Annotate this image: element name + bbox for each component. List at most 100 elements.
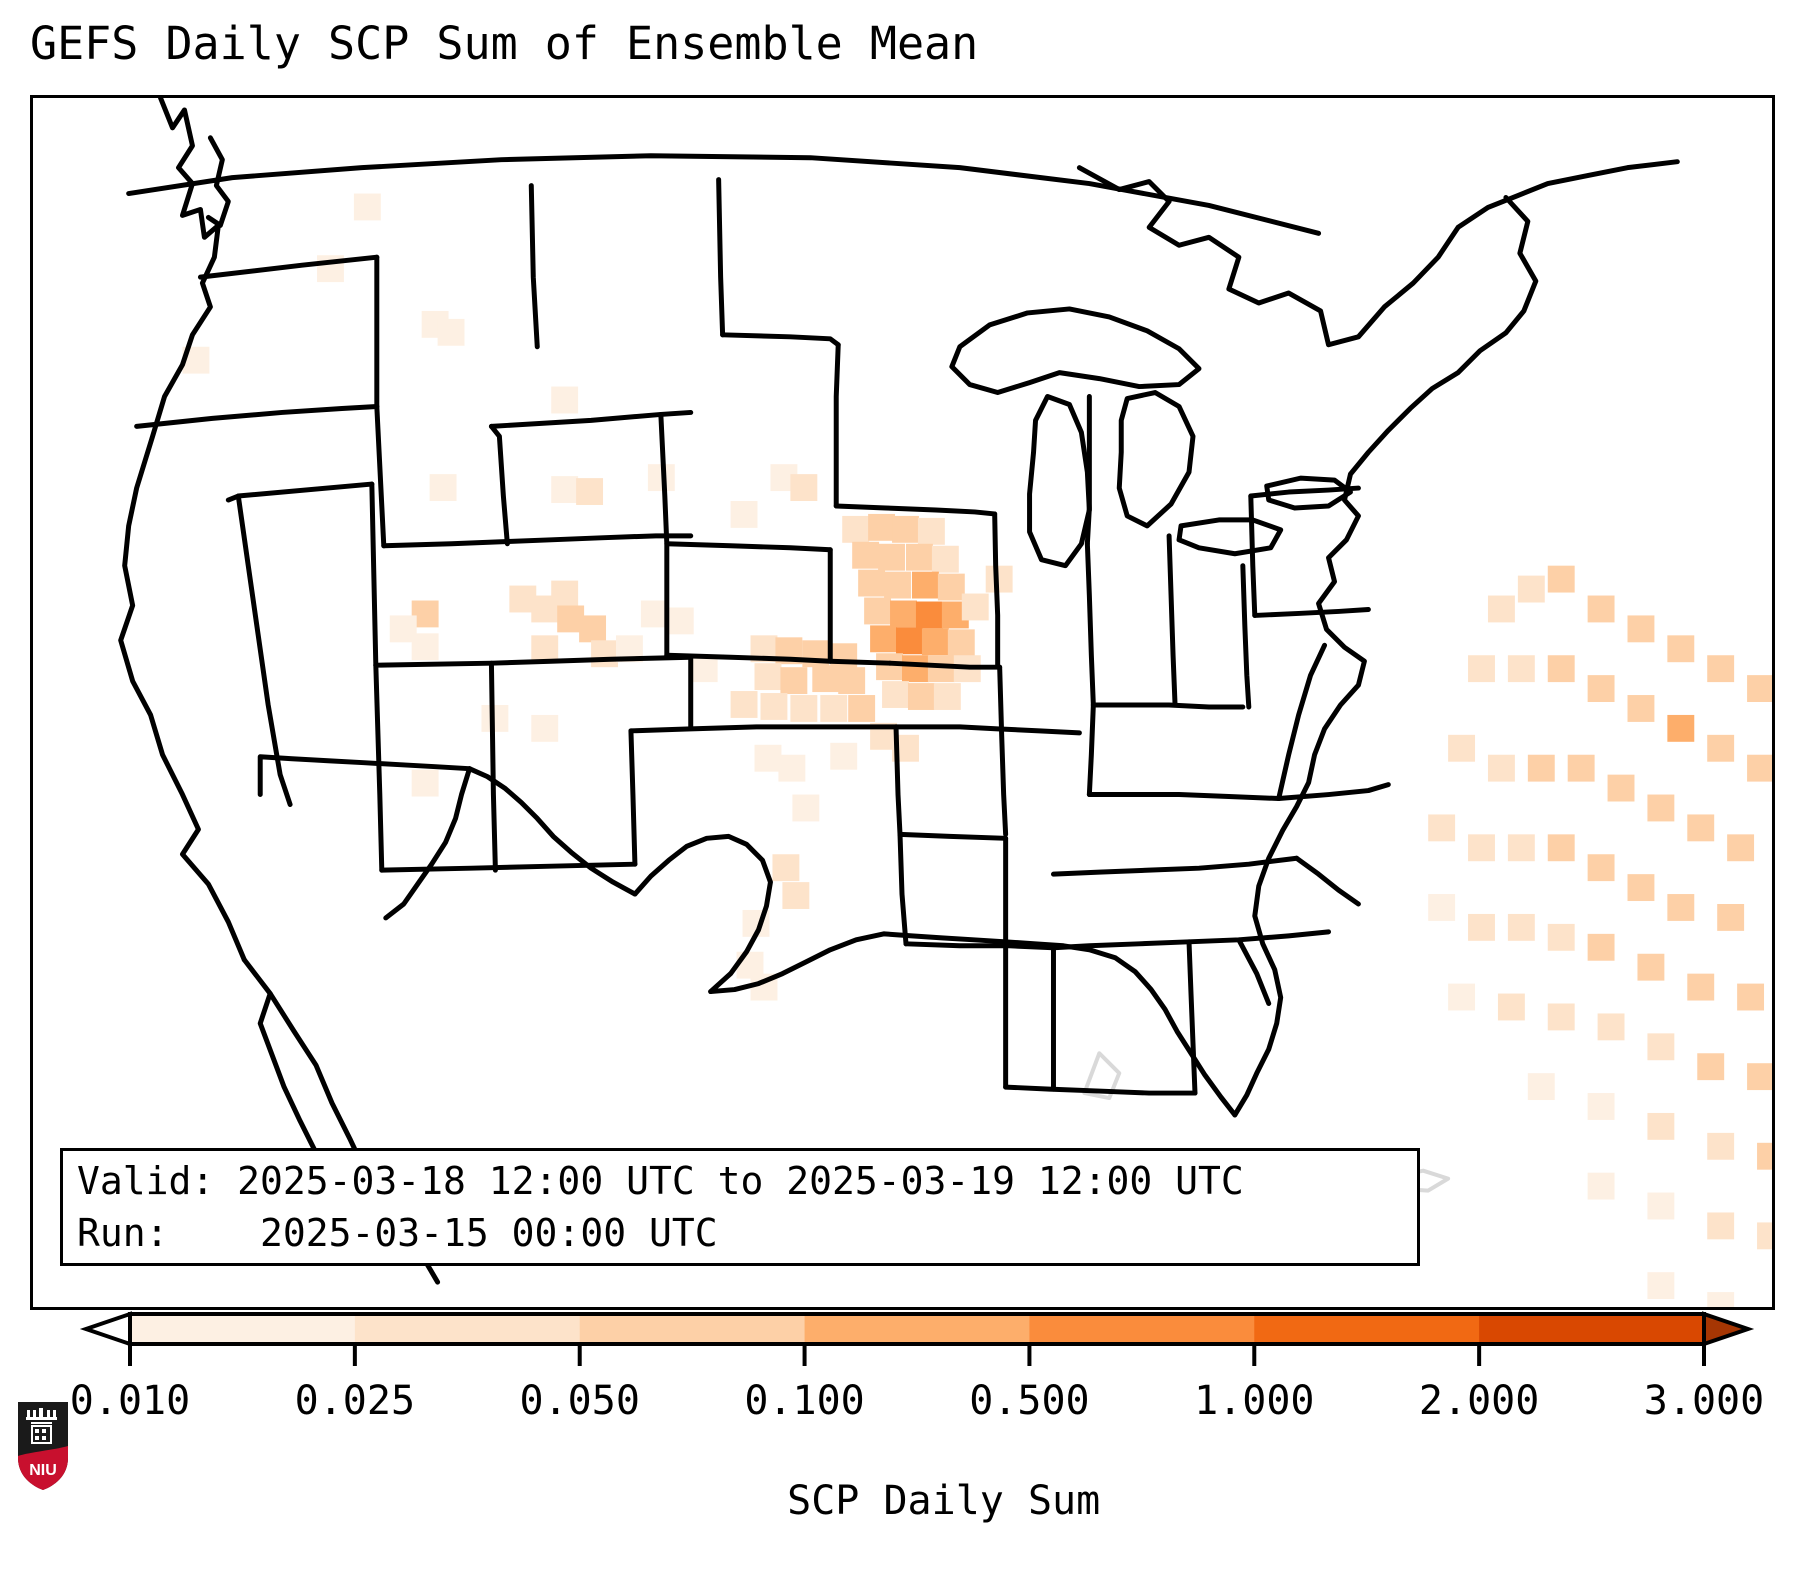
colorbar-ticks	[128, 1346, 1706, 1366]
scp-grid-cell	[896, 627, 923, 655]
scp-grid-cell	[892, 515, 919, 543]
scp-grid-cell	[1667, 714, 1695, 742]
scp-grid-cell	[1667, 894, 1695, 921]
scp-grid-cell	[1448, 983, 1476, 1011]
scp-grid-cell	[531, 714, 559, 742]
colorbar-over-arrow	[1702, 1311, 1755, 1347]
scp-grid-cell	[576, 478, 604, 505]
scp-grid-cell	[876, 653, 903, 681]
scp-grid-cell	[1448, 734, 1476, 762]
scp-grid-cell	[870, 625, 898, 653]
scp-grid-cell	[1428, 894, 1456, 921]
scp-grid-cell	[1507, 913, 1535, 941]
scp-grid-cell	[1727, 834, 1755, 862]
scp-grid-cell	[1647, 1272, 1675, 1300]
scp-grid-cell	[1587, 675, 1615, 703]
scp-grid-cell	[882, 681, 909, 708]
scp-grid-cell	[848, 695, 876, 722]
scp-grid-cell	[429, 474, 457, 501]
scp-grid-cell	[1627, 615, 1655, 643]
scp-grid-cell	[907, 683, 935, 710]
scp-grid-cell	[579, 615, 607, 643]
colorbar-canvas[interactable]	[0, 1310, 1803, 1370]
scp-grid-cell	[1627, 695, 1655, 722]
scp-grid-cell	[531, 635, 559, 663]
scp-grid-cell	[1597, 1013, 1625, 1041]
scp-grid-cell	[1717, 904, 1745, 931]
scp-grid-cell	[591, 640, 618, 668]
map-canvas[interactable]	[33, 98, 1772, 1307]
scp-grid-cell	[864, 597, 892, 625]
scp-grid-cell	[411, 769, 439, 797]
scp-grid-cell	[640, 600, 668, 628]
colorbar-band	[1479, 1314, 1705, 1344]
colorbar-tick-label: 1.000	[1194, 1378, 1315, 1424]
scp-grid-cell	[1757, 1142, 1772, 1170]
scp-grid-cell	[1527, 754, 1555, 782]
colorbar-outline	[128, 1312, 1706, 1346]
scp-grid-cell	[1587, 854, 1615, 882]
scp-grid-cell	[1647, 1112, 1675, 1140]
scp-grid-cell	[1587, 1093, 1615, 1120]
scp-grid-cell	[437, 318, 465, 346]
scp-grid-cell	[1547, 1003, 1575, 1031]
scp-grid-cell	[1497, 993, 1525, 1021]
scp-grid-cell	[1747, 675, 1772, 703]
colorbar-tick-label: 0.010	[69, 1378, 191, 1424]
valid-time-line: Valid: 2025-03-18 12:00 UTC to 2025-03-1…	[77, 1159, 1244, 1203]
scp-grid-cell	[878, 543, 905, 571]
scp-grid-cell	[1627, 874, 1655, 902]
scp-grid-cell	[411, 633, 439, 661]
scp-grid-cell	[1647, 794, 1675, 822]
scp-grid-cell	[1647, 1192, 1675, 1220]
scp-grid-cell	[754, 663, 782, 691]
scp-grid-cell	[790, 695, 818, 722]
scp-grid-cell	[1707, 734, 1735, 762]
page-title: GEFS Daily SCP Sum of Ensemble Mean	[30, 17, 979, 70]
valid-run-info-box: Valid: 2025-03-18 12:00 UTC to 2025-03-1…	[60, 1148, 1420, 1266]
scp-grid-cell	[730, 501, 758, 528]
scp-grid-cell	[1667, 635, 1695, 663]
scp-grid-cell	[778, 754, 806, 782]
scp-grid-cell	[1647, 1033, 1675, 1061]
colorbar-band	[1254, 1314, 1480, 1344]
colorbar[interactable]	[0, 1310, 1803, 1370]
scp-grid-cell	[1547, 923, 1575, 951]
colorbar-tick-labels: 0.010 0.025 0.050 0.100 0.500 1.000 2.000 3.000	[0, 1378, 1803, 1428]
niu-logo[interactable]: NIU	[14, 1396, 72, 1492]
scp-grid-cell	[782, 882, 810, 909]
scp-grid-cell	[1587, 595, 1615, 623]
scp-grid-cell	[551, 580, 579, 608]
scp-grid-cell	[754, 744, 782, 772]
scp-grid-cell	[1468, 913, 1495, 941]
scp-grid-cell	[481, 704, 509, 732]
scp-grid-cell	[1637, 953, 1665, 981]
scp-grid-cell	[760, 693, 788, 720]
scp-grid-cell	[842, 515, 870, 543]
scp-grid-cell	[838, 667, 866, 695]
scp-grid-cell	[1707, 655, 1735, 683]
scp-grid-cell	[1747, 1063, 1772, 1091]
scp-grid-cell	[911, 571, 939, 599]
scp-grid-cell	[1468, 655, 1495, 683]
scp-grid-cell	[961, 593, 989, 621]
colorbar-tick-label: 0.050	[519, 1378, 640, 1424]
map-boundaries	[118, 98, 1680, 1285]
scp-data-grid	[182, 193, 1772, 1307]
scp-grid-cell	[790, 474, 818, 501]
scp-grid-cell	[1697, 1053, 1725, 1081]
map-panel[interactable]	[30, 95, 1775, 1310]
scp-grid-cell	[1487, 754, 1515, 782]
colorbar-band	[1029, 1314, 1255, 1344]
scp-grid-cell	[933, 683, 961, 710]
scp-grid-cell	[551, 386, 579, 414]
scp-grid-cell	[1587, 933, 1615, 961]
scp-grid-cell	[917, 517, 945, 545]
scp-grid-cell	[1547, 834, 1575, 862]
scp-grid-cell	[947, 629, 975, 657]
colorbar-band	[579, 1314, 806, 1344]
colorbar-axis-label-text: SCP Daily Sum	[787, 1478, 1101, 1524]
colorbar-under-arrow	[79, 1311, 132, 1347]
scp-grid-cell	[1487, 595, 1515, 623]
scp-grid-cell	[690, 655, 718, 683]
